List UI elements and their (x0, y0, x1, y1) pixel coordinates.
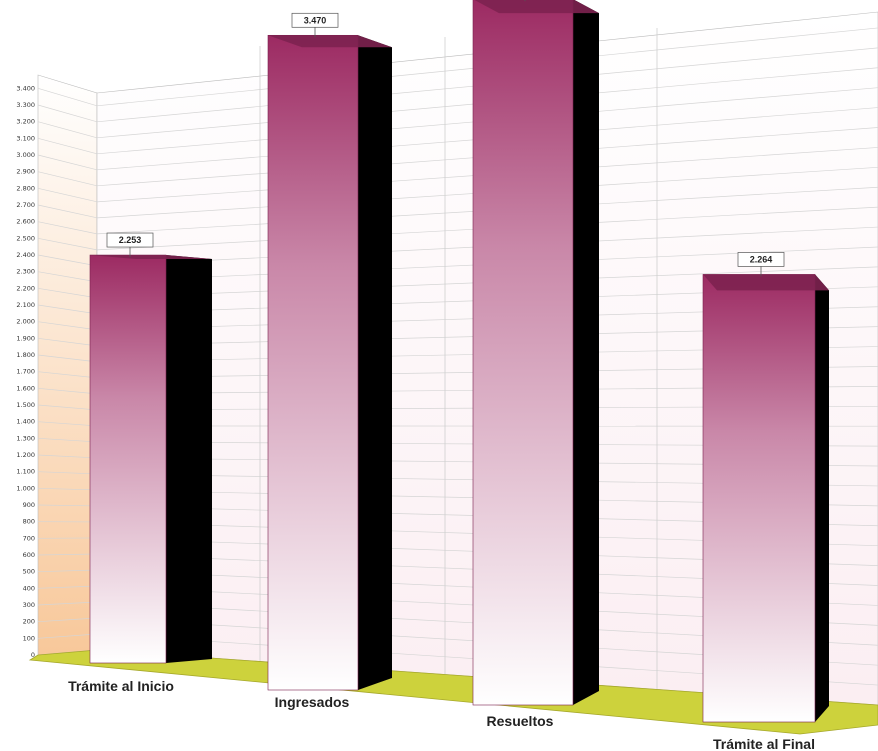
y-tick-label: 900 (23, 501, 35, 509)
y-tick-label: 1.300 (16, 434, 35, 442)
grid-line-left (37, 454, 98, 459)
left-wall (37, 74, 98, 656)
bar-front (89, 254, 167, 664)
y-tick-label: 2.400 (16, 251, 35, 259)
bar-top (268, 35, 392, 48)
y-tick-label: 100 (23, 634, 35, 642)
y-tick-label: 3.100 (16, 134, 35, 142)
y-tick-label: 1.500 (16, 401, 35, 409)
grid-line-left (37, 137, 98, 155)
grid-line-left (37, 121, 98, 139)
bar-3: 3.659 (472, 0, 599, 706)
bar-front (702, 274, 816, 723)
y-tick-label: 600 (23, 551, 35, 559)
y-tick-label: 2.200 (16, 284, 35, 292)
y-tick-label: 1.600 (16, 384, 35, 392)
y-tick-label: 200 (23, 618, 35, 626)
grid-line-left (37, 487, 98, 491)
y-tick-label: 400 (23, 584, 35, 592)
y-tick-label: 1.800 (16, 351, 35, 359)
category-label: Trámite al Final (713, 736, 815, 751)
bar-front (267, 34, 359, 691)
category-label: Trámite al Inicio (68, 678, 174, 694)
grid-line-left (37, 171, 98, 187)
grid-line-left (37, 187, 98, 203)
data-label: 3.470 (304, 15, 327, 25)
y-tick-label: 700 (23, 534, 35, 542)
y-tick-label: 300 (23, 601, 35, 609)
y-axis-ticks: 0 100 200 300 400 500 600 700 800 900 1.000 1.100 1.… (16, 84, 35, 659)
bar-side (166, 255, 212, 663)
bar-side (573, 0, 599, 705)
grid-line-left (37, 321, 98, 331)
data-label: 2.264 (750, 254, 773, 264)
y-tick-label: 1.400 (16, 418, 35, 426)
y-tick-label: 500 (23, 568, 35, 576)
category-label: Ingresados (275, 694, 350, 710)
grid-line-left (37, 569, 98, 573)
y-tick-label: 1.900 (16, 334, 35, 342)
data-label-box (737, 252, 785, 267)
bar-1: 2.253 (89, 232, 212, 664)
grid-line-left (37, 87, 98, 107)
grid-line-left (37, 504, 98, 507)
y-tick-label: 1.000 (16, 484, 35, 492)
grid-line-left (37, 553, 98, 556)
grid-line-left (37, 404, 98, 411)
bars: 2.253 3.470 3.659 2.264 (89, 0, 829, 723)
y-tick-label: 2.100 (16, 301, 35, 309)
grid-line-left (37, 387, 98, 395)
grid-line-left (37, 471, 98, 475)
grid-line-left (37, 337, 98, 347)
y-tick-label: 3.400 (16, 84, 35, 92)
bar-top (474, 0, 599, 14)
y-tick-label: 2.700 (16, 201, 35, 209)
bar-side (358, 35, 392, 690)
y-tick-label: 1.700 (16, 368, 35, 376)
y-tick-label: 2.900 (16, 168, 35, 176)
grid-line-left (37, 371, 98, 379)
y-tick-label: 2.600 (16, 218, 35, 226)
y-tick-label: 2.500 (16, 234, 35, 242)
bar-top (703, 274, 829, 291)
grid-line-left (37, 104, 98, 123)
grid-line-left (37, 633, 98, 639)
bar-top (90, 255, 212, 260)
grid-line-left (37, 617, 98, 623)
grid-line-left (37, 221, 98, 235)
grid-line-left (37, 304, 98, 315)
y-tick-label: 1.200 (16, 451, 35, 459)
y-tick-label: 3.300 (16, 101, 35, 109)
grid-line-left (37, 204, 98, 219)
y-tick-label: 2.300 (16, 268, 35, 276)
y-tick-label: 1.100 (16, 468, 35, 476)
grid-line-left (37, 354, 98, 363)
grid-line-left (37, 601, 98, 606)
bar-4: 2.264 (702, 252, 829, 723)
y-tick-label: 800 (23, 518, 35, 526)
y-tick-label: 3.200 (16, 118, 35, 126)
grid-line-left (37, 287, 98, 299)
grid-line-left (37, 271, 98, 283)
grid-line-left (37, 254, 98, 267)
y-tick-label: 2.800 (16, 184, 35, 192)
grid-line-left (37, 437, 98, 443)
grid-line-left (37, 237, 98, 251)
grid-line-left (37, 421, 98, 427)
grid-line-left (37, 585, 98, 589)
y-tick-label: 2.000 (16, 318, 35, 326)
category-label: Resueltos (487, 713, 554, 729)
bar-front (472, 0, 574, 706)
y-tick-label: 3.000 (16, 151, 35, 159)
data-label: 2.253 (119, 235, 142, 245)
y-tick-label: 0 (31, 651, 35, 659)
category-labels: Trámite al Inicio Ingresados Resueltos Trám… (68, 678, 815, 751)
bar-side (815, 274, 829, 722)
bar-2: 3.470 (267, 12, 392, 691)
grid-line-left (37, 154, 98, 171)
